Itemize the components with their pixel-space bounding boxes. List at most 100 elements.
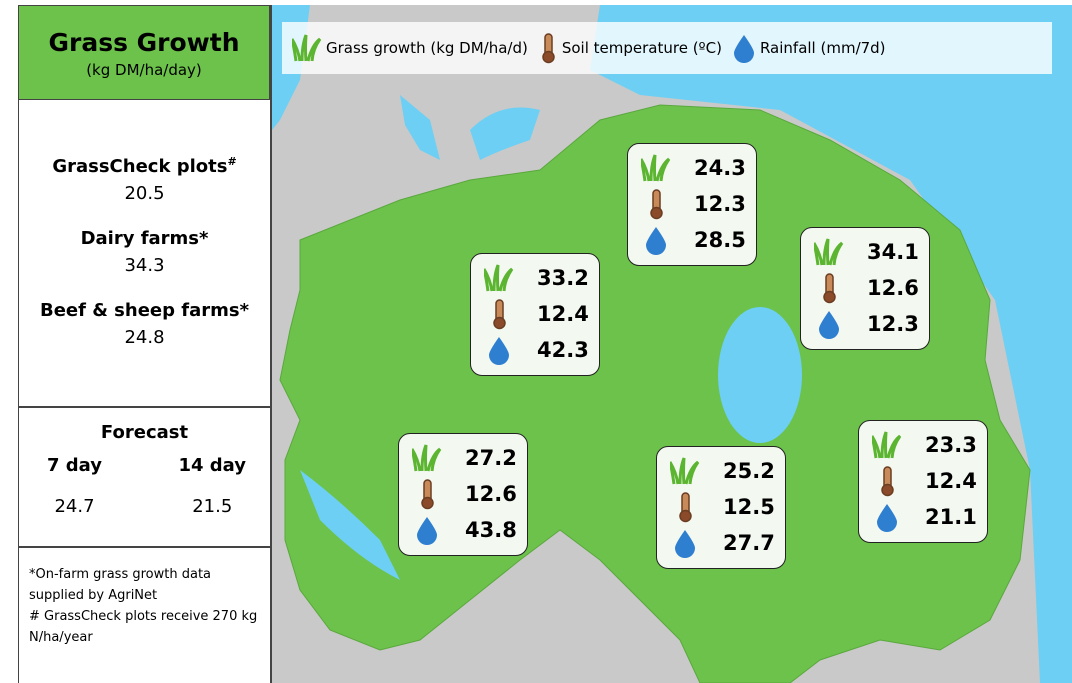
region-value: 12.4 (925, 469, 977, 493)
region-value: 12.3 (694, 192, 746, 216)
drop-icon (646, 227, 666, 255)
region-box: 34.1 12.6 12.3 (800, 227, 930, 350)
region-value: 27.2 (465, 446, 517, 470)
icon (636, 153, 676, 183)
icon (479, 298, 519, 330)
region-value: 12.4 (537, 302, 589, 326)
stat-value: 24.8 (124, 327, 165, 348)
region-value: 43.8 (465, 518, 517, 542)
legend-item: Soil temperature (ºC) (538, 32, 722, 64)
region-row: 12.6 (809, 270, 921, 306)
icon (407, 515, 447, 545)
thermometer-icon (679, 492, 692, 523)
stat-label-text: Beef & sheep farms* (39, 300, 250, 321)
forecast: Forecast 7 day 24.7 14 day 21.5 (18, 408, 270, 548)
stat-value: 34.3 (124, 255, 165, 276)
icon (867, 502, 907, 532)
region-row: 25.2 (665, 453, 777, 489)
legend-item: Grass growth (kg DM/ha/d) (292, 33, 528, 63)
region-row: 21.1 (867, 499, 979, 535)
grass-icon (412, 444, 442, 472)
region-box: 33.2 12.4 42.3 (470, 253, 600, 376)
grass-icon (641, 154, 671, 182)
region-row: 27.7 (665, 525, 777, 561)
region-box: 23.3 12.4 21.1 (858, 420, 988, 543)
region-value: 21.1 (925, 505, 977, 529)
region-value: 33.2 (537, 266, 589, 290)
footnote: *On-farm grass growth data supplied by A… (29, 567, 212, 603)
grass-icon (484, 264, 514, 292)
lough-swilly (400, 95, 440, 160)
icon (809, 237, 849, 267)
region-row: 12.3 (636, 186, 748, 222)
region-value: 25.2 (723, 459, 775, 483)
icon (665, 491, 705, 523)
region-row: 43.8 (407, 512, 519, 548)
stat-label-text: GrassCheck plots (52, 156, 228, 177)
region-box: 24.3 12.3 28.5 (627, 143, 757, 266)
lough-neagh (718, 307, 802, 443)
region-row: 12.3 (809, 306, 921, 342)
grass-icon (872, 431, 902, 459)
icon (479, 335, 519, 365)
drop-icon (489, 337, 509, 365)
region-row: 33.2 (479, 260, 591, 296)
stat-label: Dairy farms* (19, 228, 270, 249)
region-box: 25.2 12.5 27.7 (656, 446, 786, 569)
thermometer-icon (421, 479, 434, 510)
legend-label: Rainfall (mm/7d) (759, 39, 886, 57)
grass-icon (814, 238, 844, 266)
icon (407, 478, 447, 510)
title-box: Grass Growth (kg DM/ha/day) (18, 5, 270, 100)
lough-erne (300, 470, 400, 580)
region-box: 27.2 12.6 43.8 (398, 433, 528, 556)
map (272, 5, 1072, 683)
region-value: 42.3 (537, 338, 589, 362)
icon (867, 465, 907, 497)
region-row: 12.4 (867, 463, 979, 499)
region-row: 28.5 (636, 222, 748, 258)
legend-item: Rainfall (mm/7d) (732, 33, 886, 63)
icon (665, 528, 705, 558)
icon (479, 263, 519, 293)
forecast-title: Forecast (100, 422, 189, 443)
stats: GrassCheck plots# 20.5 Dairy farms* 34.3 Bee… (18, 100, 270, 408)
stat-label-text: Dairy farms* (80, 228, 209, 249)
stat-label: GrassCheck plots# (19, 155, 270, 177)
region-value: 12.6 (465, 482, 517, 506)
stat-label-mark: # (227, 155, 237, 168)
thermometer-icon (823, 273, 836, 304)
icon (636, 188, 676, 220)
legend-label: Soil temperature (ºC) (561, 39, 722, 57)
region-value: 12.3 (867, 312, 919, 336)
icon (809, 309, 849, 339)
region-row: 24.3 (636, 150, 748, 186)
drop-icon (675, 530, 695, 558)
drop-icon (417, 517, 437, 545)
region-value: 34.1 (867, 240, 919, 264)
title: Grass Growth (48, 28, 240, 57)
region-row: 23.3 (867, 427, 979, 463)
region-row: 12.4 (479, 296, 591, 332)
region-value: 28.5 (694, 228, 746, 252)
region-value: 12.5 (723, 495, 775, 519)
footnote: # GrassCheck plots receive 270 kg N/ha/y… (29, 609, 258, 645)
footnotes: *On-farm grass growth data supplied by A… (18, 548, 270, 683)
stat-label: Beef & sheep farms* (19, 300, 270, 321)
region-row: 34.1 (809, 234, 921, 270)
region-value: 12.6 (867, 276, 919, 300)
icon (867, 430, 907, 460)
icon (407, 443, 447, 473)
icon (665, 456, 705, 486)
drop-icon (819, 311, 839, 339)
forecast-value: 24.7 (54, 496, 95, 517)
lough-foyle (470, 107, 540, 160)
forecast-label: 14 day (178, 455, 246, 476)
forecast-columns: 7 day 24.7 14 day 21.5 (19, 443, 270, 517)
legend: Grass growth (kg DM/ha/d) Soil temperatur… (282, 22, 1052, 74)
thermometer-icon (493, 299, 506, 330)
side-panel: Grass Growth (kg DM/ha/day) GrassCheck p… (18, 5, 272, 683)
region-row: 42.3 (479, 332, 591, 368)
icon (636, 225, 676, 255)
